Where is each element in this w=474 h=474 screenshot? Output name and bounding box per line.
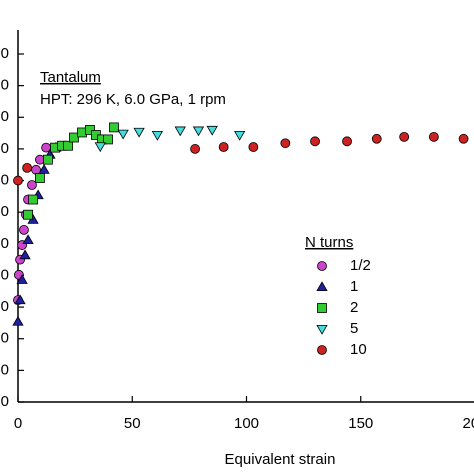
annotation: HPT: 296 K, 6.0 GPa, 1 rpm <box>40 91 226 108</box>
point <box>23 209 33 220</box>
y-tick-label: 300 <box>0 203 9 220</box>
point <box>371 133 382 144</box>
x-tick-label: 100 <box>234 415 259 432</box>
point <box>19 249 31 260</box>
point <box>458 133 469 144</box>
point <box>94 142 106 153</box>
point <box>16 274 28 284</box>
point <box>12 315 24 326</box>
point <box>103 134 113 145</box>
legend-marker <box>317 261 327 271</box>
point <box>428 131 439 142</box>
point <box>280 138 291 149</box>
y-tick-label: 450 <box>0 108 9 125</box>
legend-marker <box>317 345 327 355</box>
point <box>13 175 23 186</box>
y-tick-label: 350 <box>0 172 9 189</box>
point <box>174 126 186 137</box>
x-axis-label: Equivalent strain <box>225 451 336 468</box>
y-tick-label: 200 <box>0 266 9 283</box>
y-tick-label: 500 <box>0 77 9 94</box>
point <box>342 136 352 147</box>
legend-title: N turns <box>305 234 353 251</box>
point <box>27 180 37 190</box>
point <box>234 130 246 141</box>
legend-label: 10 <box>350 341 367 358</box>
legend-label: 2 <box>350 299 358 316</box>
point <box>310 136 320 147</box>
point <box>85 125 95 135</box>
y-tick-label: 250 <box>0 235 9 252</box>
legend-marker <box>317 303 327 313</box>
y-tick-label: 0 <box>1 393 9 410</box>
point <box>109 122 119 133</box>
legend-label: 5 <box>350 320 358 337</box>
point <box>248 142 259 152</box>
point <box>35 173 45 183</box>
point <box>399 131 410 142</box>
point <box>28 194 38 205</box>
y-tick-label: 100 <box>0 330 9 347</box>
legend-marker <box>316 281 328 292</box>
x-tick-label: 50 <box>124 415 141 432</box>
legend-label: 1 <box>350 278 358 295</box>
point <box>69 132 79 143</box>
annotation: Tantalum <box>40 69 101 86</box>
x-tick-label: 150 <box>348 415 373 432</box>
point <box>14 294 26 305</box>
point <box>22 234 34 245</box>
point <box>192 126 205 137</box>
point <box>117 129 129 140</box>
y-tick-label: 550 <box>0 45 9 62</box>
point <box>151 130 164 141</box>
y-tick-label: 150 <box>0 298 9 315</box>
x-tick-label: 200 <box>462 415 474 432</box>
y-tick-label: 400 <box>0 140 9 157</box>
x-tick-label: 0 <box>14 415 22 432</box>
y-tick-label: 50 <box>0 361 9 378</box>
point <box>218 142 229 152</box>
point <box>206 125 218 136</box>
point <box>133 127 145 138</box>
point <box>63 140 73 151</box>
point <box>22 162 33 173</box>
legend-label: 1/2 <box>350 257 371 274</box>
legend-marker <box>316 324 328 335</box>
point <box>19 224 29 235</box>
point <box>190 144 200 154</box>
point <box>43 154 53 165</box>
